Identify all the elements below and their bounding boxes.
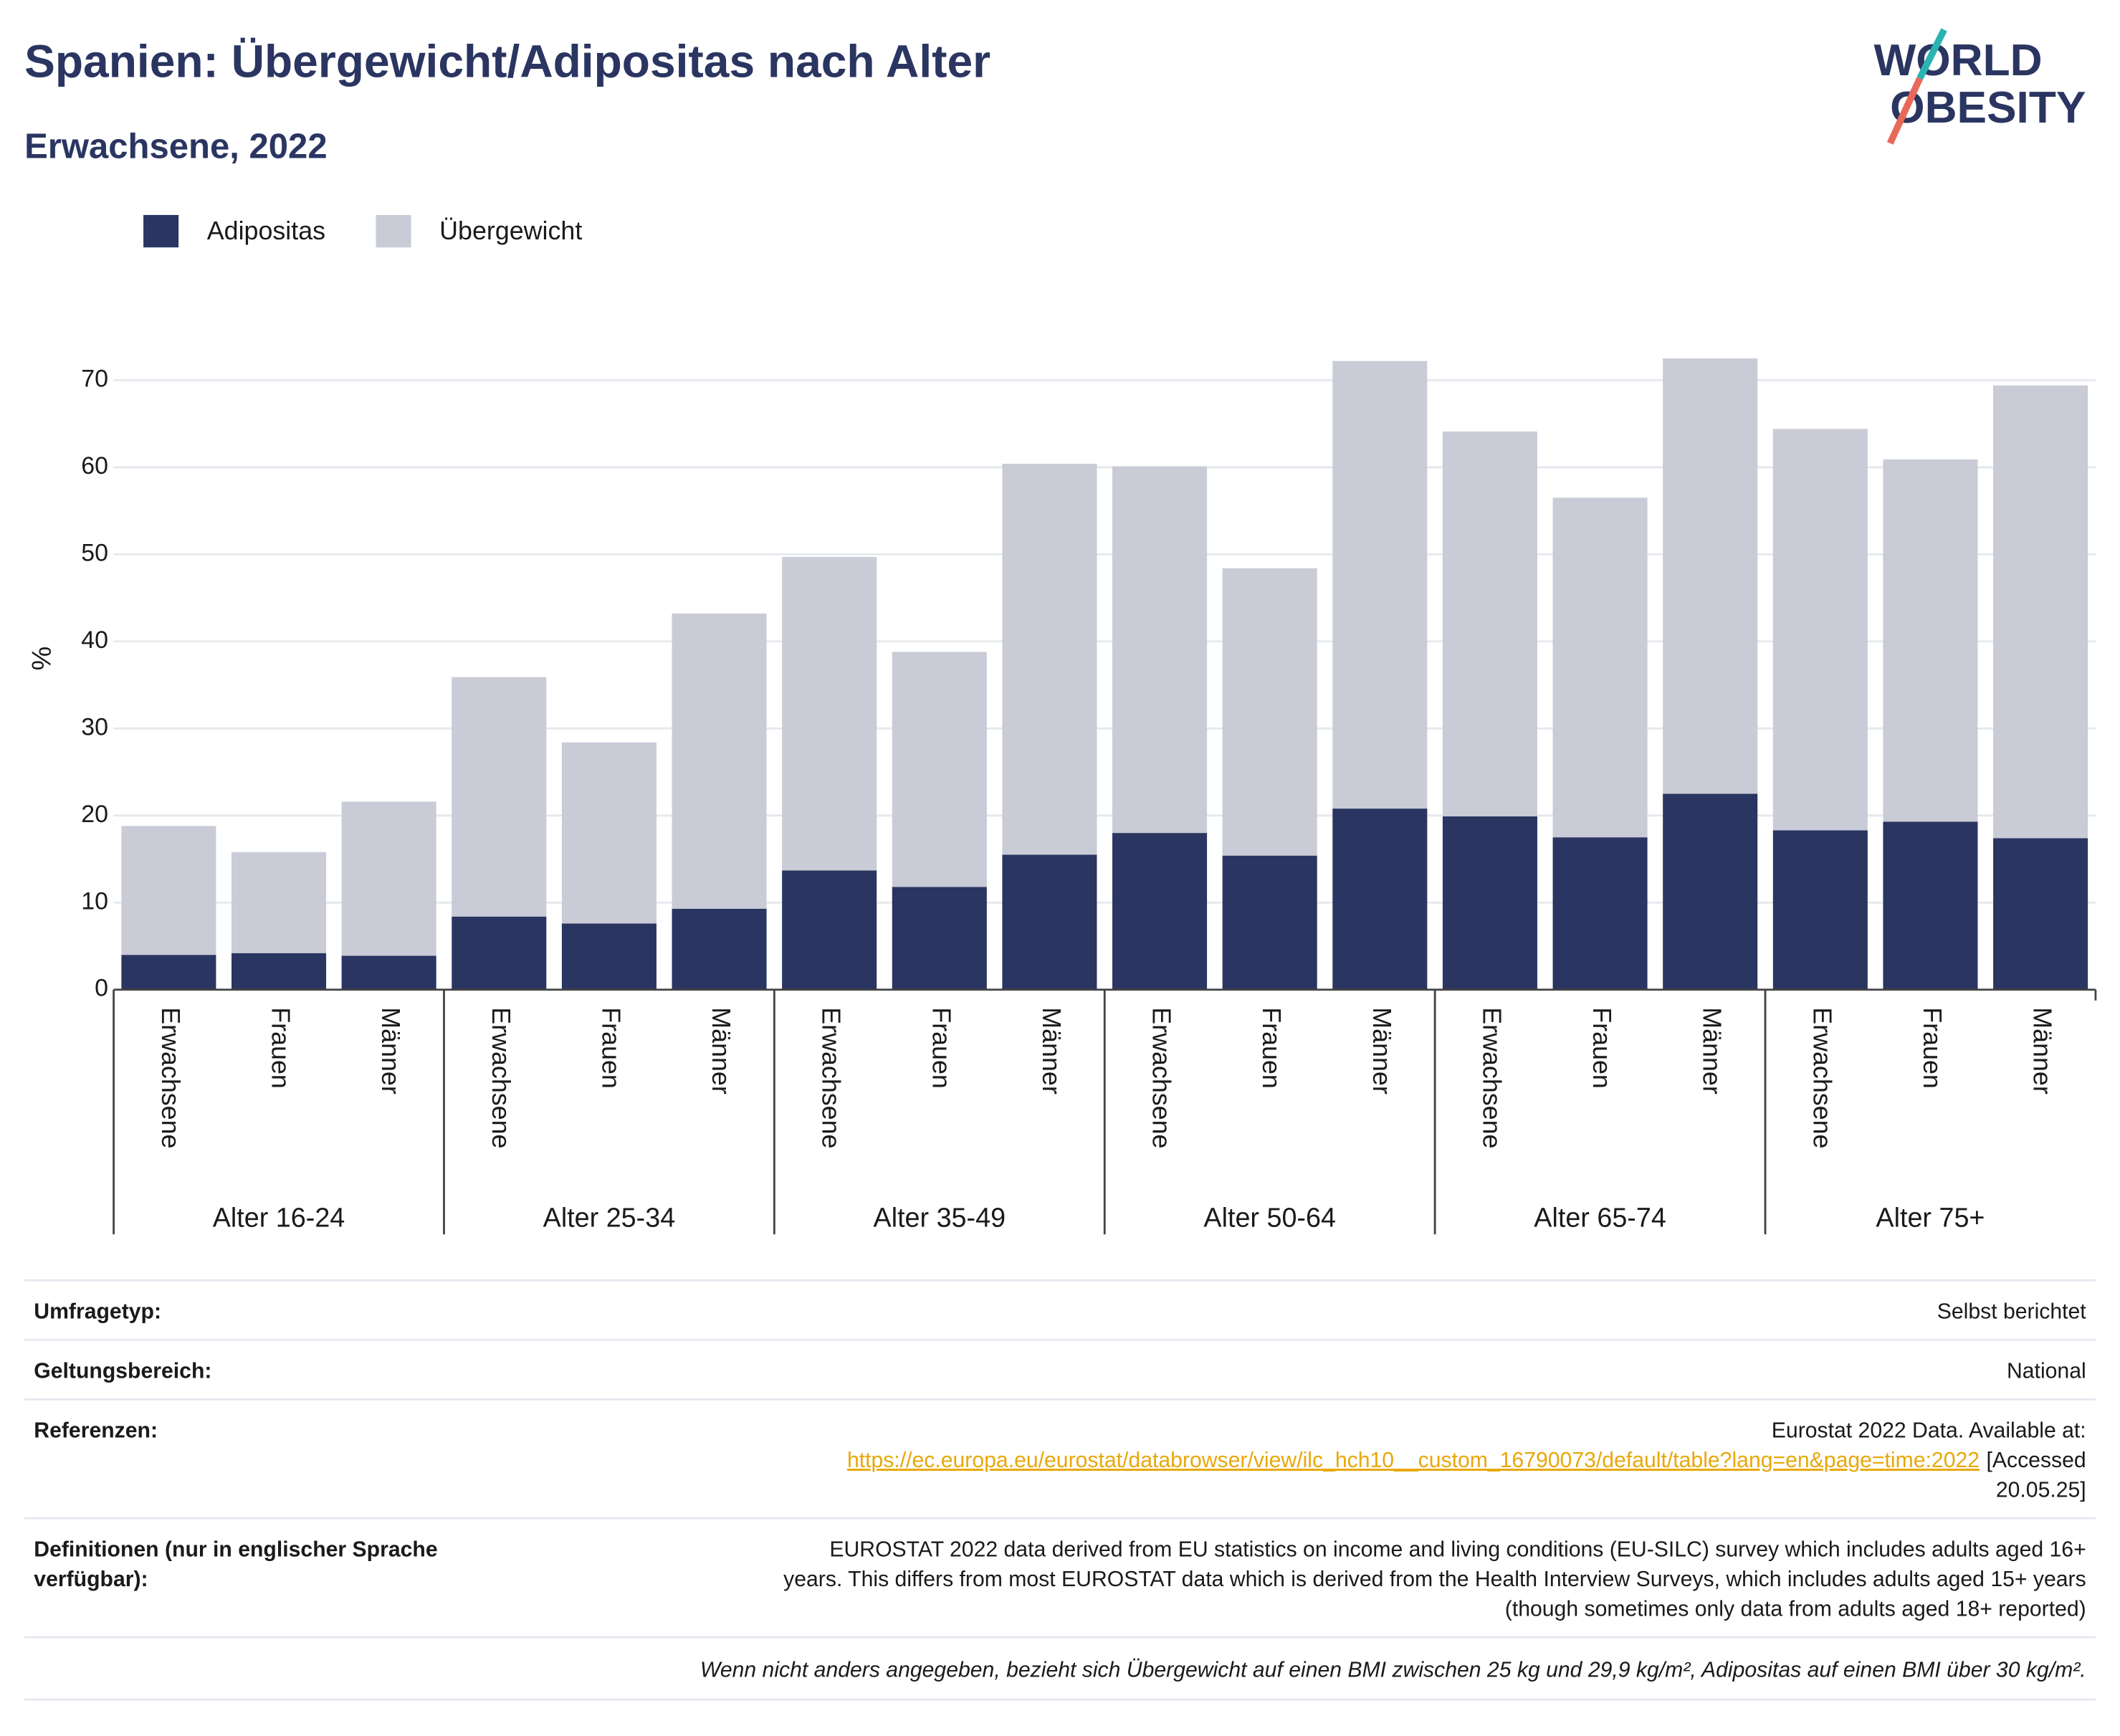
row-label: Geltungsbereich: [34, 1360, 211, 1383]
bar-segment [1442, 816, 1537, 990]
logo-stroke [1916, 28, 1947, 80]
footnote: Wenn nicht anders angegeben, bezieht sic… [700, 1658, 2086, 1682]
accessed-text: [Accessed [1986, 1449, 2086, 1472]
bar-segment [1002, 464, 1097, 855]
row-value: years. This differs from most EUROSTAT d… [783, 1568, 2086, 1591]
bar-segment [231, 953, 327, 990]
legend-swatch [376, 214, 411, 248]
logo-text: OBESITY [1890, 83, 2086, 133]
y-tick-label: 10 [81, 887, 108, 915]
bar-segment [341, 955, 436, 990]
bar-segment [231, 852, 327, 953]
bar-segment [1993, 838, 2088, 990]
row-value: National [2007, 1360, 2086, 1383]
bar-segment [892, 887, 987, 990]
bar-segment [1663, 358, 1758, 794]
row-label: Referenzen: [34, 1419, 158, 1443]
x-tick-label: Erwachsene [817, 1007, 846, 1148]
bar-segment [1772, 830, 1868, 990]
bar-segment [1002, 854, 1097, 990]
x-tick-label: Männer [1367, 1007, 1396, 1094]
chart-subtitle: Erwachsene, 2022 [24, 127, 328, 166]
x-tick-label: Frauen [596, 1007, 625, 1089]
row-value: (though sometimes only data from adults … [1505, 1598, 2086, 1621]
reference-link[interactable]: https://ec.europa.eu/eurostat/databrowse… [847, 1449, 1980, 1472]
bar-segment [121, 955, 216, 990]
logo-text: WORLD [1874, 36, 2043, 85]
legend-swatch [143, 214, 179, 248]
x-tick-label: Frauen [927, 1007, 955, 1089]
bar-segment [672, 908, 767, 990]
y-tick-label: 60 [81, 452, 108, 480]
x-tick-label: Männer [1037, 1007, 1066, 1094]
y-tick-label: 30 [81, 713, 108, 740]
group-label: Alter 75+ [1876, 1202, 1985, 1232]
y-tick-label: 0 [95, 975, 108, 1002]
legend-label: Adipositas [207, 216, 325, 245]
bar-segment [1222, 855, 1317, 990]
bar-segment [1883, 821, 1978, 990]
row-label: verfügbar): [34, 1568, 148, 1591]
logo: WORLD OBESITY [1874, 28, 2086, 145]
row-label: Umfragetyp: [34, 1300, 161, 1324]
bar-segment [1552, 497, 1648, 838]
bar-segment [561, 742, 656, 924]
group-label: Alter 35-49 [874, 1202, 1006, 1232]
bar-segment [1112, 466, 1208, 834]
bar-segment [1883, 459, 1978, 822]
chart-title: Spanien: Übergewicht/Adipositas nach Alt… [24, 35, 990, 87]
row-value: Eurostat 2022 Data. Available at: [1772, 1419, 2086, 1443]
x-tick-label: Erwachsene [1147, 1007, 1176, 1148]
x-tick-label: Erwachsene [156, 1007, 185, 1148]
accessed-text: 20.05.25] [1996, 1479, 2086, 1502]
x-tick-label: Frauen [1587, 1007, 1616, 1089]
bar-segment [561, 923, 656, 990]
bar-segment [121, 826, 216, 955]
bar-segment [1552, 837, 1648, 990]
bar-segment [782, 557, 877, 871]
bar-segment [452, 677, 547, 917]
row-label: Definitionen (nur in englischer Sprache [34, 1538, 437, 1562]
row-value: EUROSTAT 2022 data derived from EU stati… [829, 1538, 2086, 1562]
x-tick-label: Frauen [1918, 1007, 1947, 1089]
group-label: Alter 65-74 [1534, 1202, 1666, 1232]
bar-segment [1112, 833, 1208, 990]
x-tick-label: Erwachsene [487, 1007, 515, 1148]
bar-segment [672, 613, 767, 909]
bar-segment [892, 652, 987, 887]
x-tick-label: Männer [2028, 1007, 2057, 1094]
row-value: Selbst berichtet [1937, 1300, 2087, 1324]
bar-segment [782, 870, 877, 990]
x-tick-label: Männer [707, 1007, 735, 1094]
bar-segment [1332, 361, 1428, 809]
y-tick-label: 20 [81, 801, 108, 828]
group-label: Alter 16-24 [213, 1202, 345, 1232]
bar-segment [1663, 793, 1758, 990]
x-tick-label: Männer [1698, 1007, 1727, 1094]
group-label: Alter 50-64 [1203, 1202, 1336, 1232]
logo-stroke [1886, 77, 1923, 145]
legend-label: Übergewicht [439, 216, 582, 245]
y-tick-label: 50 [81, 539, 108, 566]
x-tick-label: Erwachsene [1808, 1007, 1836, 1148]
bar-segment [452, 916, 547, 990]
y-tick-label: 40 [81, 626, 108, 654]
y-tick-label: 70 [81, 365, 108, 392]
group-label: Alter 25-34 [543, 1202, 676, 1232]
y-axis-label: % [26, 647, 56, 671]
bar-segment [1442, 431, 1537, 817]
x-tick-label: Männer [376, 1007, 405, 1094]
bar-segment [1772, 429, 1868, 831]
bar-segment [1332, 809, 1428, 990]
bar-segment [1222, 568, 1317, 856]
x-tick-label: Frauen [267, 1007, 295, 1089]
bar-segment [1993, 385, 2088, 839]
bar-segment [341, 801, 436, 956]
x-tick-label: Erwachsene [1477, 1007, 1506, 1148]
x-tick-label: Frauen [1257, 1007, 1286, 1089]
